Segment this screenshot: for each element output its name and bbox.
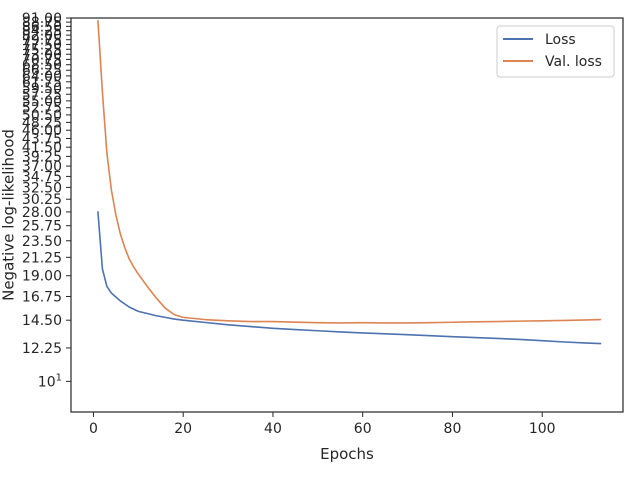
y-tick-label: 30.25 xyxy=(22,192,62,208)
series-line-val-loss xyxy=(97,19,602,324)
y-tick-label: 73.00 xyxy=(22,47,62,63)
y-tick-label: 41.50 xyxy=(22,140,62,156)
y-tick-label: 59.50 xyxy=(22,81,62,97)
series-line-loss xyxy=(97,211,602,345)
y-tick-label: 37.00 xyxy=(22,159,62,175)
y-axis-label: Negative log-likelihood xyxy=(0,129,18,301)
y-tick-label: 19.00 xyxy=(22,269,62,285)
y-tick-label: 50.50 xyxy=(22,108,62,124)
legend: Loss Val. loss xyxy=(496,25,615,78)
y-tick-label: 46.00 xyxy=(22,123,62,139)
x-axis-label: Epochs xyxy=(320,445,374,463)
x-axis-ticks: 0 20 40 60 80 100 xyxy=(89,412,556,437)
y-tick-label: 84.25 xyxy=(22,24,62,40)
y-tick-label: 88.75 xyxy=(22,15,62,31)
y-tick-label: 21.25 xyxy=(22,250,62,266)
y-axis-ticks: 101 12.25 14.50 16.75 19.00 21.2523.5025.7528… xyxy=(22,11,71,390)
y-tick-label: 12.25 xyxy=(22,341,62,357)
y-tick-label: 32.50 xyxy=(22,180,62,196)
y-tick-label: 68.50 xyxy=(22,58,62,74)
x-tick-label: 80 xyxy=(444,421,462,437)
x-tick-label: 100 xyxy=(529,421,556,437)
series-lines xyxy=(97,19,602,345)
x-tick-label: 0 xyxy=(89,421,98,437)
y-tick-label: 16.75 xyxy=(22,289,62,305)
x-tick-label: 40 xyxy=(264,421,282,437)
y-tick-label: 34.75 xyxy=(22,169,62,185)
y-tick-label: 55.00 xyxy=(22,94,62,110)
y-tick-label: 101 xyxy=(38,372,62,390)
y-tick-label: 77.50 xyxy=(22,37,62,53)
y-tick-label: 25.75 xyxy=(22,219,62,235)
y-tick-label: 43.75 xyxy=(22,132,62,148)
x-tick-label: 20 xyxy=(174,421,192,437)
y-tick-label: 86.50 xyxy=(22,19,62,35)
x-tick-label: 60 xyxy=(354,421,372,437)
y-tick-label: 23.50 xyxy=(22,234,62,250)
y-tick-label: 75.25 xyxy=(22,42,62,58)
y-tick-label: 57.25 xyxy=(22,87,62,103)
plot-frame xyxy=(70,17,624,413)
y-tick-label: 79.75 xyxy=(22,33,62,49)
legend-label-val-loss: Val. loss xyxy=(545,54,602,70)
y-tick-label: 28.00 xyxy=(22,205,62,221)
y-tick-label: 70.75 xyxy=(22,52,62,68)
y-tick-label: 48.25 xyxy=(22,115,62,131)
y-tick-label: 64.00 xyxy=(22,69,62,85)
legend-label-loss: Loss xyxy=(545,32,576,48)
y-tick-label: 39.25 xyxy=(22,149,62,165)
y-tick-label: 61.75 xyxy=(22,75,62,91)
y-tick-label: 14.50 xyxy=(22,313,62,329)
y-tick-label: 82.00 xyxy=(22,28,62,44)
y-tick-label: 66.25 xyxy=(22,63,62,79)
y-tick-label: 52.75 xyxy=(22,101,62,117)
y-tick-label: 91.00 xyxy=(22,11,62,27)
